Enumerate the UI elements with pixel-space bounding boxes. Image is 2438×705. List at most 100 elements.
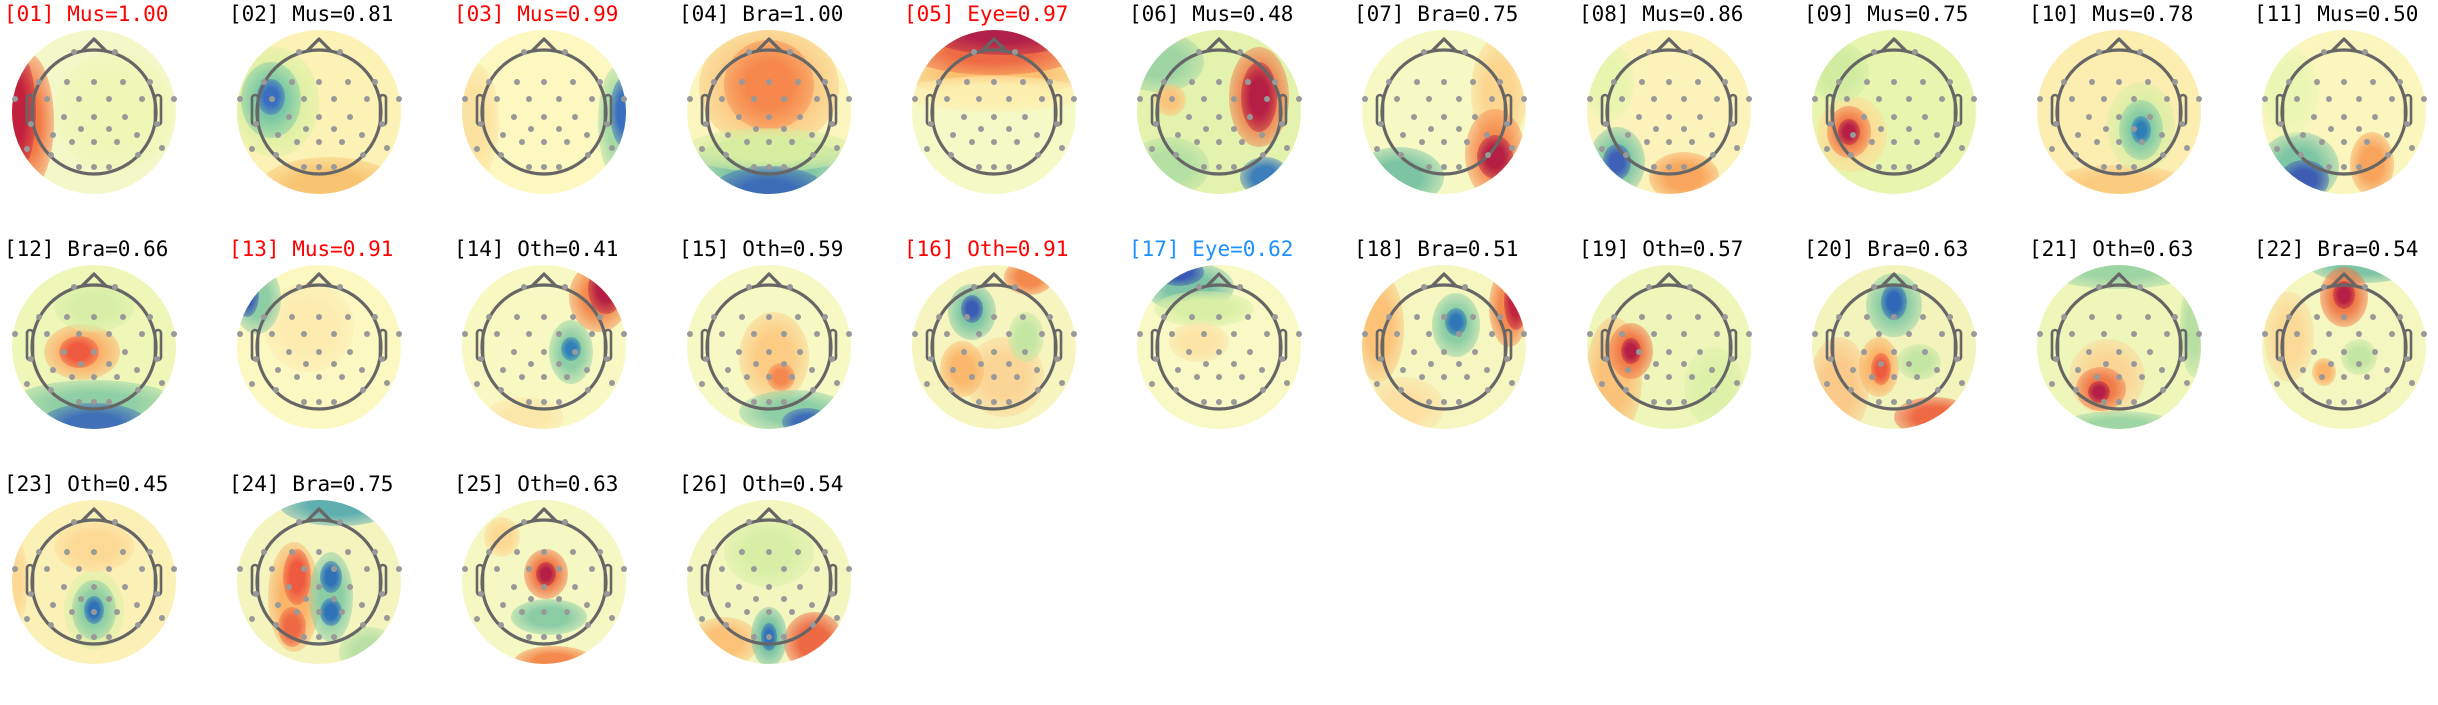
electrode-dot [286,349,292,355]
electrode-dot [736,114,742,120]
electrode-dot [261,79,267,85]
electrode-dot [1398,152,1404,158]
electrode-dot [1426,331,1432,337]
electrode-dot [1414,79,1420,85]
electrode-dot [114,139,120,145]
ear-icon [1728,93,1738,127]
electrode-dot [1611,314,1617,320]
electrode-dot [810,387,816,393]
nose-icon [1430,37,1458,53]
electrode-dot [2131,361,2137,367]
electrode-dot [1623,152,1629,158]
electrode-dot [781,96,787,102]
electrode-dot [2131,164,2137,170]
electrode-dot [261,549,267,555]
electrode-dot [1934,367,1940,373]
topomap [1587,265,1752,429]
electrode-dot [120,79,126,85]
electrode-dot [1681,399,1687,405]
electrode-dot [572,349,578,355]
electrode-dot [1035,387,1041,393]
electrode-dot [526,96,532,102]
electrode-dot [1504,356,1510,362]
topomap-colormap [462,500,626,664]
electrode-dot [924,146,930,152]
electrode-dot [316,139,322,145]
activation-blob [339,627,399,664]
electrode-dot [1137,331,1143,337]
activation-blob [511,599,587,635]
electrode-dot [1646,284,1652,290]
electrode-dot [723,387,729,393]
nose-icon [530,507,558,523]
component-panel-06: [06] Mus=0.48 [1127,0,1352,235]
electrode-dot [822,79,828,85]
electrode-dot [572,584,578,590]
ear-icon [1278,93,1288,127]
electrode-dot [950,132,956,138]
activation-blob [1871,353,1891,385]
electrode-dot [1012,284,1018,290]
electrode-dot [345,549,351,555]
electrode-dot [2314,79,2320,85]
electrode-dot [1734,145,1740,151]
electrode-dot [1653,126,1659,132]
electrode-dot [1729,121,1735,127]
topomap [12,500,177,664]
activation-blob [1897,344,1941,380]
electrode-dot [834,380,840,386]
electrode-dot [1971,96,1977,102]
head-outline-icon [462,37,627,176]
electrode-dot [753,596,759,602]
topomap [1362,30,1527,194]
electrode-dot [2362,49,2368,55]
component-panel-14: [14] Oth=0.41 [452,235,677,470]
electrode-dot [961,114,967,120]
electrode-dot [2341,314,2347,320]
electrode-dot [1237,49,1243,55]
ear-icon [1825,93,1835,127]
ear-icon [1278,328,1288,362]
electrode-dot [1169,96,1175,102]
electrode-dot [1611,79,1617,85]
electrode-dot [2147,114,2153,120]
electrode-dot [711,79,717,85]
electrode-dot [814,566,820,572]
electrode-dot [1644,374,1650,380]
electrode-dot [1020,79,1026,85]
electrode-dot [1876,96,1882,102]
electrode-dot [810,622,816,628]
component-panel-09: [09] Mus=0.75 [1802,0,2027,235]
electrode-dot [528,596,534,602]
electrode-dot [1666,349,1672,355]
electrode-dot [1426,399,1432,405]
electrode-dot [1239,374,1245,380]
electrode-dot [2326,164,2332,170]
electrode-dot [1441,139,1447,145]
electrode-dot [810,152,816,158]
electrode-dot [541,374,547,380]
electrode-dot [1876,399,1882,405]
ear-icon [2275,328,2285,362]
electrode-dot [1201,331,1207,337]
electrode-dot [122,349,128,355]
nose-icon [755,507,783,523]
electrode-dot [91,584,97,590]
activation-blob [2088,381,2110,403]
electrode-dot [2116,164,2122,170]
head-outline-icon [687,272,852,411]
ear-icon [1053,328,1063,362]
electrode-dot [1497,79,1503,85]
electrode-dot [746,519,752,525]
electrode-dot [526,164,532,170]
head-outline-icon [462,507,627,646]
electrode-dot [1394,96,1400,102]
electrode-dot [1864,79,1870,85]
ear-icon [1150,93,1160,127]
electrode-dot [948,387,954,393]
electrode-dot [331,566,337,572]
electrode-dot [48,622,54,628]
electrode-dot [500,602,506,608]
electrode-dot [474,146,480,152]
topomap [1137,30,1302,194]
